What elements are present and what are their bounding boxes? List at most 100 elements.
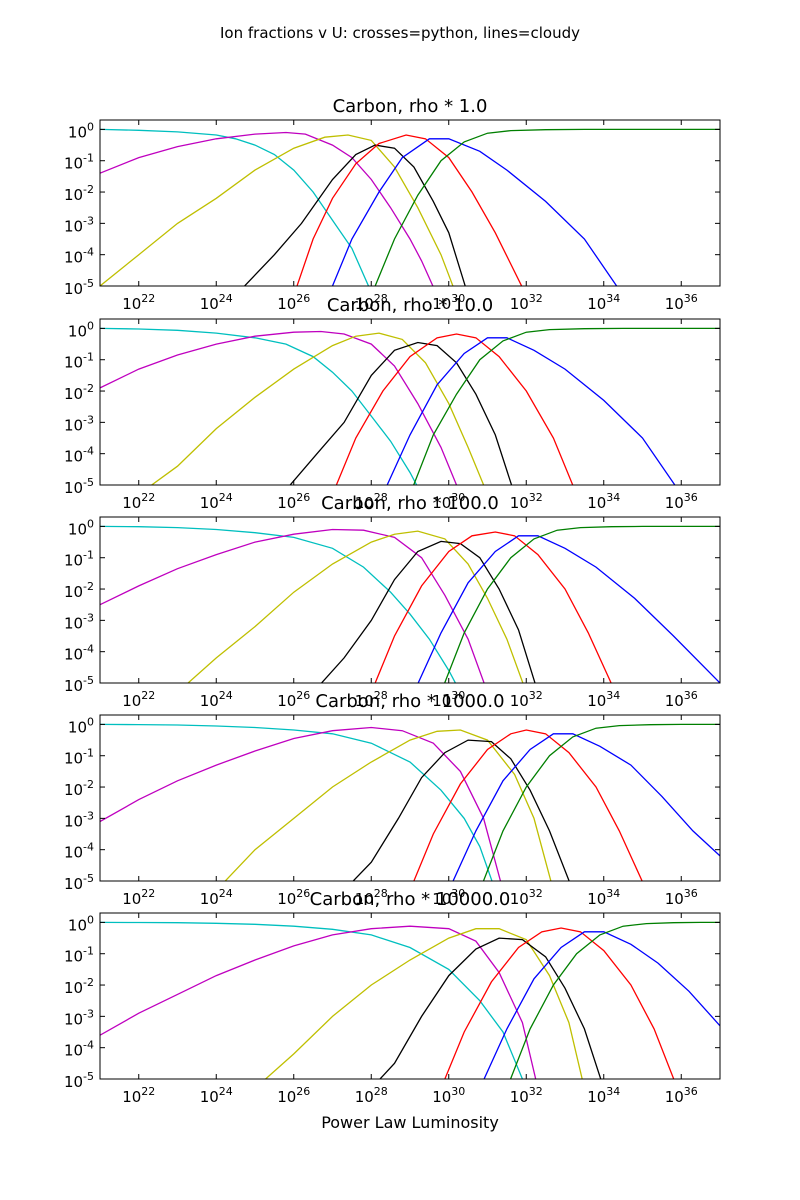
series-line-1: [100, 723, 493, 881]
y-tick-label: 10-3: [64, 611, 94, 632]
x-tick-label: 1024: [200, 491, 233, 512]
panel-title: Carbon, rho * 100.0: [321, 493, 499, 514]
panel-1: 1022 1024 1026 1028 1030 1032 1034 1036 100 10-1 1…: [64, 96, 721, 313]
x-tick-label: 1022: [122, 887, 155, 908]
panel-5: 1022 1024 1026 1028 1030 1032 1034 1036 100 10-1 1…: [64, 889, 721, 1106]
series-line-6: [452, 733, 720, 881]
y-tick-label: 10-2: [64, 183, 94, 204]
y-tick-label: 10-3: [64, 809, 94, 830]
x-tick-label: 1026: [277, 1085, 310, 1106]
series-line-6: [483, 931, 720, 1079]
series-line-1: [100, 128, 370, 286]
x-tick-label: 1032: [510, 491, 543, 512]
x-tick-label: 1030: [432, 689, 465, 710]
series-line-6: [331, 138, 618, 286]
x-tick-label: 1034: [587, 292, 620, 313]
y-tick-label: 10-3: [64, 413, 94, 434]
x-tick-label: 1032: [510, 292, 543, 313]
series-line-2: [100, 528, 485, 683]
series-line-7: [509, 921, 720, 1079]
series-line-4: [289, 341, 513, 485]
y-tick-label: 100: [68, 319, 94, 340]
panel-title: Carbon, rho * 10000.0: [310, 889, 511, 910]
x-tick-label: 1024: [200, 689, 233, 710]
y-tick-label: 10-4: [64, 841, 94, 862]
x-tick-label: 1024: [200, 1085, 233, 1106]
x-tick-label: 1034: [587, 887, 620, 908]
x-tick-label: 1028: [355, 689, 388, 710]
y-tick-label: 10-1: [64, 351, 94, 372]
x-tick-label: 1022: [122, 491, 155, 512]
series-line-5: [444, 927, 675, 1079]
x-tick-label: 1032: [510, 887, 543, 908]
y-tick-label: 10-5: [64, 277, 94, 298]
x-tick-label: 1036: [665, 887, 698, 908]
series-line-4: [379, 937, 602, 1079]
series-line-7: [443, 525, 720, 683]
x-tick-label: 1026: [277, 689, 310, 710]
series-line-2: [100, 330, 458, 485]
series-group: [100, 525, 720, 683]
x-tick-label: 1034: [587, 1085, 620, 1106]
panels-group: 1022 1024 1026 1028 1030 1032 1034 1036 100 10-1 1…: [64, 96, 721, 1106]
series-line-5: [335, 333, 574, 485]
x-axis-label: Power Law Luminosity: [321, 1113, 499, 1132]
x-tick-label: 1030: [432, 292, 465, 313]
x-tick-label: 1024: [200, 292, 233, 313]
x-tick-label: 1030: [432, 1085, 465, 1106]
x-tick-label: 1026: [277, 491, 310, 512]
x-tick-label: 1022: [122, 689, 155, 710]
series-line-6: [386, 337, 676, 485]
series-line-1: [100, 525, 457, 683]
y-tick-label: 10-1: [64, 747, 94, 768]
axes-frame: [99, 516, 721, 684]
x-tick-label: 1026: [277, 292, 310, 313]
x-tick-label: 1022: [122, 292, 155, 313]
y-tick-label: 10-4: [64, 643, 94, 664]
series-line-1: [100, 921, 524, 1079]
y-tick-label: 10-4: [64, 445, 94, 466]
axes-frame: [99, 714, 721, 882]
x-tick-label: 1036: [665, 689, 698, 710]
y-tick-label: 10-5: [64, 476, 94, 497]
x-tick-label: 1028: [355, 1085, 388, 1106]
y-tick-label: 10-2: [64, 382, 94, 403]
series-line-5: [296, 134, 523, 286]
y-tick-label: 10-5: [64, 674, 94, 695]
y-tick-label: 10-1: [64, 945, 94, 966]
series-line-1: [100, 327, 418, 485]
x-tick-label: 1028: [355, 292, 388, 313]
panel-title: Carbon, rho * 1.0: [333, 96, 488, 117]
series-line-2: [100, 726, 502, 881]
y-tick-label: 10-2: [64, 976, 94, 997]
axes-frame: [99, 318, 721, 486]
y-tick-label: 10-3: [64, 214, 94, 235]
series-group: [100, 921, 720, 1079]
y-tick-label: 10-4: [64, 246, 94, 267]
series-line-7: [374, 128, 720, 286]
x-tick-label: 1022: [122, 1085, 155, 1106]
series-line-3: [150, 332, 485, 485]
y-tick-label: 10-5: [64, 1070, 94, 1091]
x-tick-label: 1028: [355, 491, 388, 512]
series-line-5: [413, 729, 643, 881]
series-line-4: [320, 540, 536, 683]
x-tick-label: 1036: [665, 491, 698, 512]
series-group: [100, 723, 720, 881]
series-group: [100, 327, 720, 485]
x-tick-label: 1032: [510, 1085, 543, 1106]
figure-suptitle: Ion fractions v U: crosses=python, lines…: [220, 24, 580, 42]
series-line-3: [100, 134, 454, 286]
axes-frame: [99, 119, 721, 287]
y-tick-label: 100: [68, 913, 94, 934]
y-tick-label: 10-1: [64, 152, 94, 173]
y-tick-label: 10-2: [64, 778, 94, 799]
series-line-7: [482, 723, 720, 881]
panel-title: Carbon, rho * 10.0: [327, 295, 493, 316]
x-tick-label: 1024: [200, 887, 233, 908]
x-tick-label: 1034: [587, 491, 620, 512]
series-line-3: [224, 729, 552, 881]
y-tick-label: 100: [68, 517, 94, 538]
series-line-7: [412, 327, 720, 485]
